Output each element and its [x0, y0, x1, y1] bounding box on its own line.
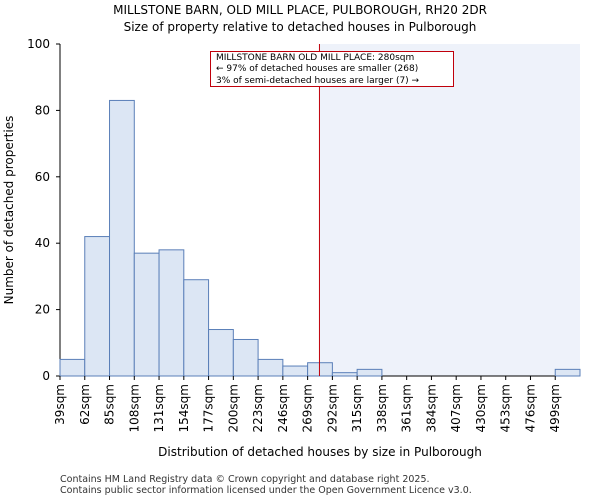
histogram-bar — [183, 279, 210, 377]
x-tick-label: 269sqm — [301, 384, 315, 432]
chart-subtitle: Size of property relative to detached ho… — [123, 20, 477, 34]
x-tick-label: 499sqm — [548, 384, 562, 432]
footer-licence: Contains public sector information licen… — [60, 485, 472, 496]
histogram-bar — [554, 368, 581, 377]
x-tick-label: 430sqm — [474, 384, 488, 432]
histogram-bar — [59, 358, 86, 377]
x-tick-label: 246sqm — [276, 384, 290, 432]
histogram-bar — [109, 99, 135, 377]
x-tick-label: 476sqm — [523, 384, 537, 432]
footer-copyright: Contains HM Land Registry data © Crown c… — [60, 474, 430, 485]
x-tick-label: 223sqm — [251, 384, 265, 432]
x-tick-label: 315sqm — [350, 384, 364, 432]
x-tick-label: 338sqm — [375, 384, 389, 432]
y-tick-label: 0 — [42, 369, 50, 383]
x-tick-label: 361sqm — [400, 384, 414, 432]
annotation-line-2: ← 97% of detached houses are smaller (26… — [216, 64, 419, 75]
y-tick-label: 80 — [35, 103, 50, 117]
y-tick-label: 60 — [35, 170, 50, 184]
histogram-bar — [84, 236, 111, 377]
chart-title: MILLSTONE BARN, OLD MILL PLACE, PULBOROU… — [113, 3, 487, 17]
y-tick-label: 20 — [35, 303, 50, 317]
histogram-bar — [208, 329, 234, 377]
x-tick-label: 384sqm — [424, 384, 438, 432]
x-tick-label: 177sqm — [202, 384, 216, 432]
x-tick-label: 85sqm — [103, 384, 117, 425]
histogram-bar — [158, 249, 185, 377]
histogram-bar — [307, 362, 333, 377]
x-tick-label: 200sqm — [226, 384, 240, 432]
x-tick-label: 292sqm — [325, 384, 339, 432]
y-tick-label: 40 — [35, 236, 50, 250]
property-annotation: MILLSTONE BARN OLD MILL PLACE: 280sqm ← … — [210, 51, 454, 87]
larger-region-shade — [319, 44, 580, 376]
annotation-line-3: 3% of semi-detached houses are larger (7… — [216, 75, 420, 86]
y-tick-label: 100 — [27, 37, 50, 51]
x-tick-label: 39sqm — [53, 384, 67, 425]
histogram-bar — [257, 358, 284, 377]
histogram-bar — [282, 365, 309, 377]
histogram-bar — [331, 372, 358, 377]
x-axis-label: Distribution of detached houses by size … — [158, 445, 482, 459]
x-tick-label: 108sqm — [127, 384, 141, 432]
histogram-bar — [232, 338, 259, 377]
y-axis-label: Number of detached properties — [2, 116, 16, 305]
histogram-bar — [356, 368, 383, 377]
annotation-line-1: MILLSTONE BARN OLD MILL PLACE: 280sqm — [216, 53, 415, 63]
x-tick-label: 131sqm — [152, 384, 166, 432]
x-tick-label: 453sqm — [499, 384, 513, 432]
x-tick-label: 62sqm — [78, 384, 92, 425]
x-tick-label: 407sqm — [449, 384, 463, 432]
x-tick-label: 154sqm — [177, 384, 191, 432]
histogram-bar — [133, 252, 160, 377]
